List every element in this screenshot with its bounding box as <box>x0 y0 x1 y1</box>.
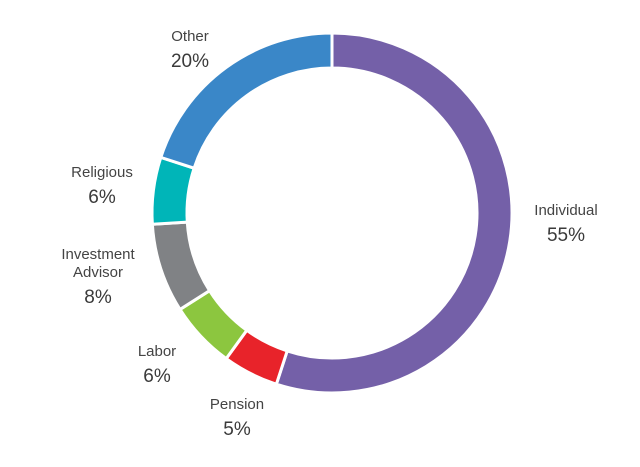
segment-label: Pension <box>210 396 264 413</box>
segment-value: 5% <box>223 419 251 440</box>
segment-label: Religious <box>71 164 133 181</box>
segment-value: 20% <box>171 51 209 72</box>
segment-value: 8% <box>84 287 112 308</box>
segment-value: 55% <box>547 225 585 246</box>
donut-segment <box>158 31 334 171</box>
segment-value: 6% <box>143 366 171 387</box>
segment-value: 6% <box>88 187 116 208</box>
segment-label: Other <box>171 28 209 45</box>
donut-segment <box>150 220 212 312</box>
segment-label: Labor <box>138 343 176 360</box>
donut-segment <box>274 31 514 395</box>
segment-label: Investment Advisor <box>61 246 135 281</box>
segment-label: Individual <box>534 202 597 219</box>
